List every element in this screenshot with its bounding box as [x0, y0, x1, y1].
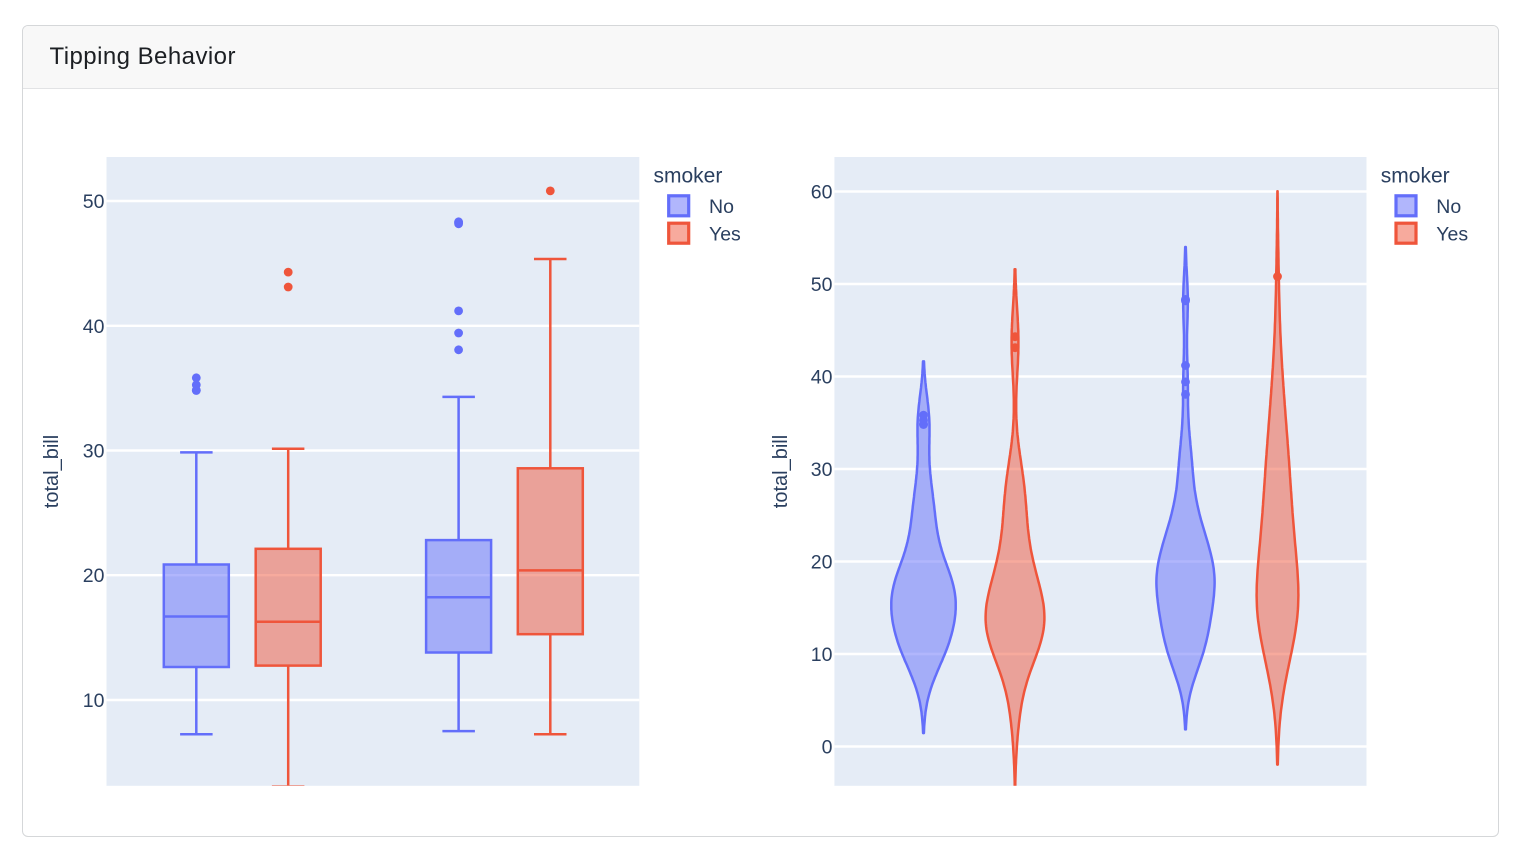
svg-text:No: No	[709, 196, 734, 218]
svg-text:40: 40	[811, 367, 833, 389]
svg-text:50: 50	[811, 274, 833, 296]
svg-text:total_bill: total_bill	[770, 435, 792, 508]
svg-text:smoker: smoker	[1381, 165, 1450, 188]
svg-text:50: 50	[83, 191, 105, 213]
svg-text:smoker: smoker	[654, 165, 723, 188]
svg-text:10: 10	[811, 644, 833, 666]
svg-text:40: 40	[83, 316, 105, 338]
svg-text:20: 20	[83, 565, 105, 587]
svg-text:total_bill: total_bill	[41, 435, 63, 508]
svg-text:0: 0	[822, 737, 833, 759]
svg-text:Yes: Yes	[709, 223, 741, 245]
svg-text:No: No	[1436, 196, 1461, 218]
svg-text:60: 60	[811, 182, 833, 204]
svg-text:10: 10	[83, 690, 105, 712]
svg-text:30: 30	[83, 441, 105, 463]
svg-text:Yes: Yes	[1436, 223, 1468, 245]
svg-text:30: 30	[811, 459, 833, 481]
svg-text:20: 20	[811, 552, 833, 574]
